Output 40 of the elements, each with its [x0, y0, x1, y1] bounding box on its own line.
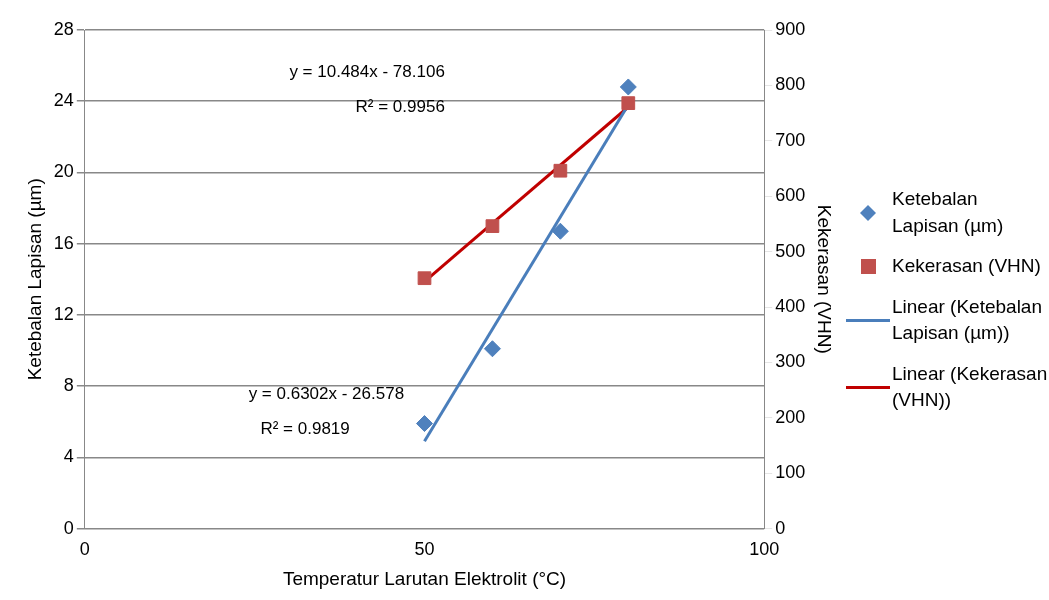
y-tick-label: 4	[63, 446, 74, 467]
annotation: R² = 0.9819	[260, 418, 350, 438]
y2-tick-label: 100	[775, 462, 806, 483]
legend-label: Kekerasan (VHN)	[892, 254, 1042, 279]
y2-tick-label: 0	[775, 517, 786, 538]
y2-tick-label: 200	[775, 406, 806, 427]
legend-label: Linear (Ketebalan Lapisan (µm))	[892, 294, 1043, 346]
x-tick-label: 50	[414, 539, 435, 560]
y-tick-label: 20	[53, 161, 74, 182]
point	[485, 219, 500, 233]
annotation: y = 0.6302x - 26.578	[248, 383, 405, 403]
y-tick-label: 16	[53, 232, 74, 253]
annotation: R² = 0.9956	[355, 96, 445, 116]
legend-label: Ketebalan Lapisan (µm)	[892, 186, 1005, 238]
point	[621, 96, 636, 110]
y-tick-label: 28	[53, 18, 74, 39]
y2-tick-label: 300	[775, 351, 806, 372]
point	[551, 222, 569, 240]
y2-tick-label: 700	[775, 129, 806, 150]
y2-axis-title: Kekerasan (VHN)	[814, 204, 836, 354]
point	[483, 340, 501, 358]
y-tick-label: 24	[53, 90, 74, 111]
point	[417, 271, 432, 286]
point	[416, 415, 433, 433]
y-tick-label: 12	[53, 303, 74, 324]
point	[553, 163, 568, 178]
x-tick-label: 0	[79, 539, 90, 560]
y2-tick-label: 900	[775, 18, 806, 39]
y-tick-label: 0	[63, 517, 74, 538]
y2-tick-label: 500	[775, 240, 806, 261]
y2-tick-label: 400	[775, 295, 806, 316]
y2-tick-label: 800	[775, 74, 806, 95]
y2-tick-label: 600	[775, 185, 806, 206]
x-tick-label: 100	[749, 539, 780, 560]
y-axis-title: Ketebalan Lapisan (µm)	[23, 178, 45, 381]
legend-label: Linear (Kekerasan (VHN))	[892, 361, 1049, 413]
x-axis-title: Temperatur Larutan Elektrolit (°C)	[282, 567, 567, 589]
point	[619, 78, 637, 96]
annotation: y = 10.484x - 78.106	[289, 62, 445, 82]
y-tick-label: 8	[63, 375, 74, 396]
